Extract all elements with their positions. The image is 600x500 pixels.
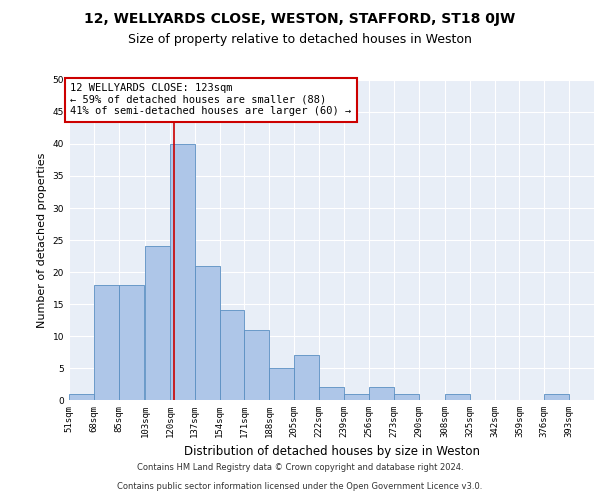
- Text: Contains HM Land Registry data © Crown copyright and database right 2024.: Contains HM Land Registry data © Crown c…: [137, 464, 463, 472]
- Bar: [69, 394, 94, 400]
- Bar: [369, 387, 394, 400]
- Bar: [145, 246, 170, 400]
- Text: 12 WELLYARDS CLOSE: 123sqm
← 59% of detached houses are smaller (88)
41% of semi: 12 WELLYARDS CLOSE: 123sqm ← 59% of deta…: [70, 83, 352, 116]
- Bar: [195, 266, 220, 400]
- Bar: [220, 310, 244, 400]
- Bar: [394, 394, 419, 400]
- Text: Size of property relative to detached houses in Weston: Size of property relative to detached ho…: [128, 32, 472, 46]
- Text: Contains public sector information licensed under the Open Government Licence v3: Contains public sector information licen…: [118, 482, 482, 491]
- Bar: [294, 355, 319, 400]
- Bar: [94, 285, 119, 400]
- Y-axis label: Number of detached properties: Number of detached properties: [37, 152, 47, 328]
- Bar: [119, 285, 143, 400]
- Bar: [244, 330, 269, 400]
- Bar: [170, 144, 195, 400]
- Bar: [319, 387, 344, 400]
- X-axis label: Distribution of detached houses by size in Weston: Distribution of detached houses by size …: [184, 446, 479, 458]
- Bar: [445, 394, 470, 400]
- Bar: [544, 394, 569, 400]
- Bar: [269, 368, 294, 400]
- Bar: [344, 394, 369, 400]
- Text: 12, WELLYARDS CLOSE, WESTON, STAFFORD, ST18 0JW: 12, WELLYARDS CLOSE, WESTON, STAFFORD, S…: [85, 12, 515, 26]
